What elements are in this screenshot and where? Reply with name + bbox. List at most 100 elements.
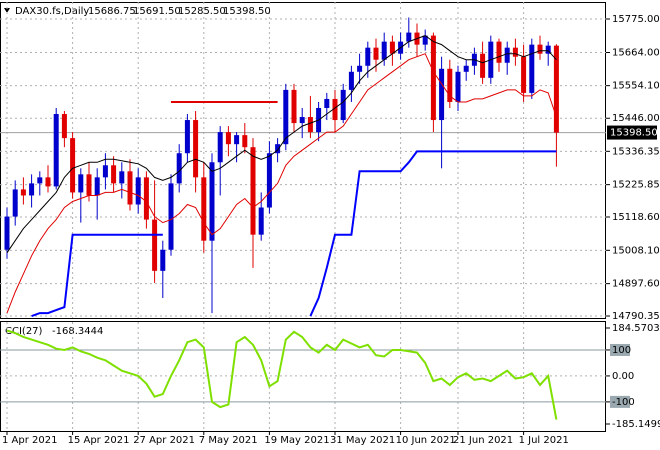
- indicator-line: [6, 329, 558, 420]
- cci-y-tick-label: -185.1499: [612, 419, 660, 430]
- candle-body: [29, 183, 35, 196]
- price-plot: [0, 2, 606, 318]
- candle-body: [504, 47, 510, 63]
- x-tick-label: 31 May 2021: [330, 435, 395, 446]
- candle-body: [480, 53, 486, 78]
- candle-body: [160, 249, 166, 271]
- indicator-line: [6, 35, 557, 254]
- candle-body: [406, 32, 412, 42]
- cci-y-tick-label: 0.00: [612, 371, 634, 382]
- candle-body: [496, 41, 502, 63]
- candle-body: [447, 68, 453, 102]
- candle-body: [242, 135, 248, 148]
- x-tick-label: 19 May 2021: [264, 435, 329, 446]
- header-value: 15285.50: [178, 6, 226, 17]
- current-price-label: 15398.50: [610, 128, 658, 139]
- candle-body: [45, 177, 51, 187]
- cci-y-tick-label: 184.5703: [612, 323, 660, 334]
- y-tick-label: 15008.10: [612, 245, 660, 256]
- candle-body: [225, 132, 231, 145]
- x-tick-label: 1 Jul 2021: [519, 435, 569, 446]
- candle-body: [291, 89, 297, 124]
- candle-body: [86, 174, 92, 196]
- indicator-line: [31, 150, 557, 318]
- header-value: 15398.50: [223, 6, 271, 17]
- candle-body: [143, 177, 149, 220]
- candle-body: [20, 189, 26, 196]
- candle-body: [78, 174, 84, 193]
- candle-body: [307, 117, 313, 133]
- cci-title: CCI(27): [5, 326, 43, 337]
- candle-body: [184, 120, 190, 154]
- candle-body: [102, 165, 108, 178]
- candle-body: [332, 98, 338, 121]
- cci-value: -168.3444: [52, 326, 103, 337]
- y-tick-label: 14790.35: [612, 311, 660, 322]
- candle-body: [529, 44, 535, 93]
- candle-body: [111, 165, 117, 184]
- chart-title: DAX30.fs,Daily: [15, 6, 89, 17]
- candle-body: [365, 47, 371, 66]
- cci-level-box: [610, 395, 630, 408]
- candle-body: [553, 45, 559, 133]
- candle-body: [217, 132, 223, 163]
- y-tick-label: 15775.00: [612, 14, 660, 25]
- candle-body: [201, 177, 207, 241]
- candle-body: [12, 189, 18, 217]
- x-tick-label: 21 Jun 2021: [453, 435, 513, 446]
- x-tick-label: 7 May 2021: [199, 435, 258, 446]
- indicator-line: [6, 53, 557, 314]
- candle-body: [53, 114, 59, 187]
- candle-body: [439, 68, 445, 121]
- candle-body: [250, 147, 256, 235]
- candle-body: [61, 114, 67, 139]
- candle-body: [176, 153, 182, 184]
- candle-body: [537, 44, 543, 54]
- y-tick-label: 15554.10: [612, 81, 660, 92]
- candle-body: [209, 162, 215, 241]
- candle-body: [168, 183, 174, 250]
- y-tick-label: 14897.60: [612, 279, 660, 290]
- candle-body: [422, 35, 428, 45]
- candle-body: [357, 65, 363, 72]
- candle-body: [275, 144, 281, 154]
- cci-y-tick-label: 100: [612, 345, 631, 356]
- y-tick-label: 15336.35: [612, 146, 660, 157]
- candle-body: [152, 219, 158, 271]
- main-panel: [0, 2, 606, 319]
- y-tick-label: 15446.00: [612, 113, 660, 124]
- cci-level-box: [610, 343, 630, 356]
- cci-plot: [0, 322, 606, 431]
- candle-body: [283, 89, 289, 145]
- x-tick-label: 1 Apr 2021: [2, 435, 57, 446]
- current-price-box: [607, 125, 657, 140]
- candle-body: [521, 56, 527, 93]
- candle-body: [119, 171, 125, 184]
- candle-body: [348, 71, 354, 90]
- candle-body: [340, 89, 346, 121]
- candle-body: [545, 45, 551, 54]
- candle-body: [94, 177, 100, 196]
- x-tick-label: 10 Jun 2021: [396, 435, 456, 446]
- candle-body: [266, 153, 272, 208]
- candle-body: [193, 120, 199, 178]
- candle-body: [37, 177, 43, 184]
- candle-body: [70, 138, 76, 193]
- y-tick-label: 15118.60: [612, 212, 660, 223]
- candle-body: [127, 171, 133, 205]
- header-value: 15686.75: [88, 6, 136, 17]
- cci-y-tick-label: -100: [612, 397, 635, 408]
- candle-body: [299, 117, 305, 124]
- header-value: 15691.50: [133, 6, 181, 17]
- menu-icon: [4, 8, 10, 13]
- candle-body: [512, 47, 518, 57]
- y-tick-label: 15225.85: [612, 180, 660, 191]
- candle-body: [389, 41, 395, 54]
- candle-body: [373, 47, 379, 60]
- candle-body: [258, 207, 264, 235]
- candle-body: [234, 135, 240, 145]
- candle-body: [455, 71, 461, 102]
- candle-body: [324, 98, 330, 108]
